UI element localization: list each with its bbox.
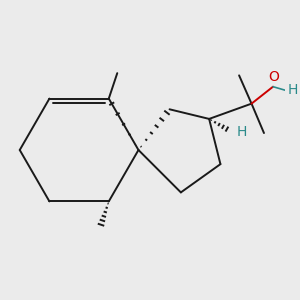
Text: O: O xyxy=(268,70,279,84)
Text: H: H xyxy=(237,125,247,140)
Text: H: H xyxy=(287,83,298,97)
